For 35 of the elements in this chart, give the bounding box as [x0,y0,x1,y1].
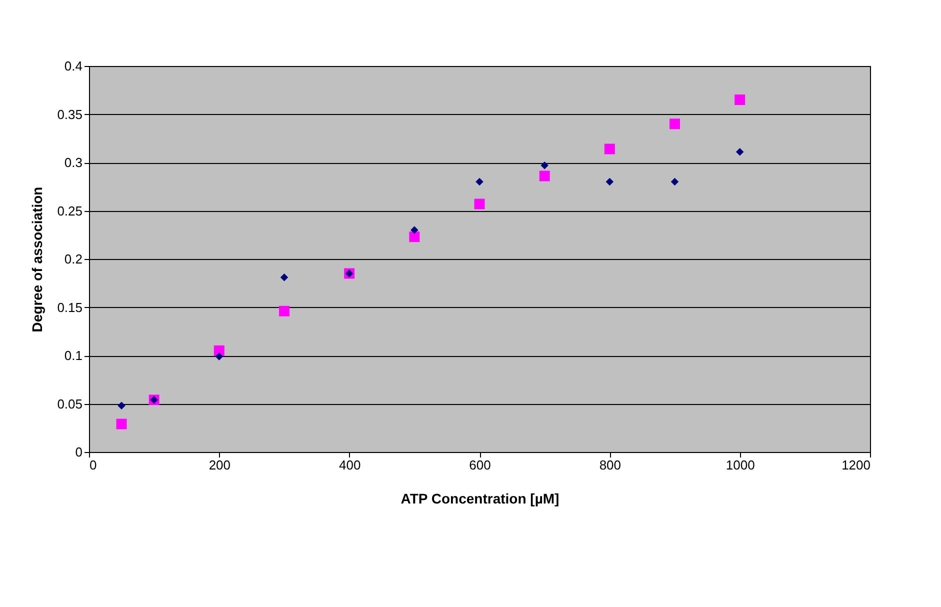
x-axis-title: ATP Concentration [µM] [400,490,560,506]
point [474,198,485,210]
y-tick-label: 0.35 [57,106,82,122]
x-tick-label: 0 [90,458,97,472]
point [734,94,746,106]
y-tick-label: 0.25 [57,203,82,218]
point [118,402,126,410]
point [215,352,224,360]
y-tick-label: 0 [75,444,82,460]
point [604,144,615,154]
point [736,148,744,156]
y-tick-label: 0.4 [64,58,82,74]
x-tick-label: 1000 [726,458,755,472]
point [540,162,548,170]
point [279,306,290,316]
point [539,170,550,182]
point [476,178,484,186]
point [606,178,614,186]
point [670,178,679,186]
y-tick-label: 0.2 [64,252,82,266]
x-tick-label: 600 [469,458,491,472]
point [116,418,127,430]
y-tick-label: 0.05 [57,396,82,412]
point [409,232,420,242]
y-axis-title: Degree of association [29,186,46,332]
x-tick-label: 200 [208,458,231,472]
y-tick-label: 0.3 [64,155,82,170]
point [410,226,418,234]
point [280,273,288,282]
point [670,118,680,130]
y-tick-label: 0.15 [57,300,82,315]
x-tick-label: 1200 [842,458,870,472]
x-tick-label: 800 [599,458,622,472]
y-tick-label: 0.1 [64,348,82,363]
x-tick-label: 400 [338,458,361,472]
